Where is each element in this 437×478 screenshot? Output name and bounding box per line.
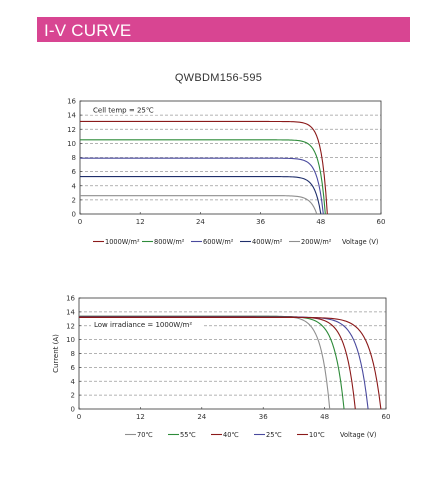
legend-label: 25℃ <box>266 431 282 439</box>
series-line <box>80 176 322 215</box>
x-tick-label: 60 <box>377 218 386 226</box>
chart-annotation: Low irradiance = 1000W/m² <box>94 321 192 329</box>
legend-label: 55℃ <box>180 431 196 439</box>
x-axis-label: Voltage (V) <box>340 431 376 439</box>
legend-label: 200W/m² <box>301 238 332 246</box>
y-tick-label: 14 <box>66 308 75 316</box>
legend-label: 70℃ <box>137 431 153 439</box>
y-tick-label: 0 <box>71 406 75 414</box>
y-tick-label: 4 <box>71 378 76 386</box>
series-line <box>80 195 318 215</box>
y-tick-label: 12 <box>66 322 75 330</box>
annotation-bg <box>90 104 160 115</box>
x-tick-label: 12 <box>136 413 145 421</box>
page-title: I-V CURVE <box>44 21 132 40</box>
y-tick-label: 10 <box>67 140 76 148</box>
y-tick-label: 2 <box>72 196 76 204</box>
series-line <box>80 157 324 215</box>
legend-label: 1000W/m² <box>105 238 140 246</box>
x-tick-label: 48 <box>316 218 325 226</box>
x-tick-label: 48 <box>320 413 329 421</box>
y-axis-label: Current (A) <box>52 334 60 373</box>
y-tick-label: 14 <box>67 112 76 120</box>
x-tick-label: 36 <box>256 218 265 226</box>
x-tick-label: 12 <box>136 218 145 226</box>
y-tick-label: 8 <box>72 154 76 162</box>
series-line <box>80 120 328 215</box>
y-tick-label: 10 <box>66 336 75 344</box>
chart-annotation: Cell temp = 25℃ <box>93 106 154 114</box>
y-tick-label: 16 <box>66 295 75 303</box>
x-tick-label: 24 <box>196 218 205 226</box>
chart-title: QWBDM156-595 <box>174 72 263 84</box>
annotation-bg <box>91 319 204 330</box>
series-line <box>79 316 382 410</box>
y-tick-label: 4 <box>72 182 77 190</box>
y-tick-label: 8 <box>71 350 75 358</box>
y-tick-label: 16 <box>67 98 76 106</box>
x-tick-label: 0 <box>78 218 82 226</box>
legend-label: 10℃ <box>309 431 325 439</box>
x-tick-label: 60 <box>382 413 391 421</box>
series-line <box>80 139 326 215</box>
x-tick-label: 0 <box>77 413 81 421</box>
legend-label: 40℃ <box>223 431 239 439</box>
legend-label: 600W/m² <box>203 238 234 246</box>
x-tick-label: 36 <box>259 413 268 421</box>
legend-label: 800W/m² <box>154 238 185 246</box>
header-bar: I-V CURVE <box>37 17 410 42</box>
legend-label: 400W/m² <box>252 238 283 246</box>
y-tick-label: 12 <box>67 126 76 134</box>
y-tick-label: 2 <box>71 392 75 400</box>
y-tick-label: 0 <box>72 211 76 219</box>
x-axis-label: Voltage (V) <box>342 238 378 246</box>
y-tick-label: 6 <box>71 364 76 372</box>
x-tick-label: 24 <box>197 413 206 421</box>
y-tick-label: 6 <box>72 168 77 176</box>
